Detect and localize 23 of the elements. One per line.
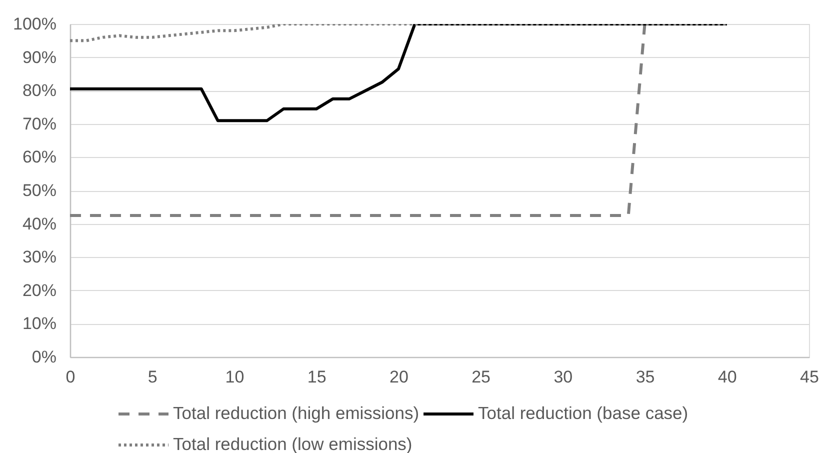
y-tick-label: 10%: [22, 314, 56, 334]
x-tick-label: 5: [148, 368, 158, 386]
x-tick-label: 35: [636, 368, 655, 386]
x-tick-label: 40: [718, 368, 737, 386]
y-tick-label: 70%: [22, 114, 56, 134]
x-tick-label: 20: [389, 368, 408, 386]
y-tick-label: 100%: [13, 14, 56, 34]
x-tick-label: 15: [307, 368, 326, 386]
x-tick-label: 25: [472, 368, 491, 386]
y-tick-label: 60%: [22, 148, 56, 167]
y-tick-label: 20%: [22, 280, 56, 300]
legend-label: Total reduction (high emissions): [173, 403, 420, 423]
x-tick-label: 0: [66, 368, 76, 386]
y-tick-label: 30%: [22, 248, 56, 267]
x-tick-label: 30: [554, 368, 573, 386]
legend-label: Total reduction (base case): [478, 403, 688, 423]
y-tick-label: 90%: [22, 48, 56, 67]
y-tick-label: 0%: [32, 348, 56, 366]
y-tick-label: 80%: [22, 81, 56, 100]
y-tick-label: 50%: [22, 181, 56, 200]
x-tick-label: 45: [800, 368, 819, 386]
y-tick-label: 40%: [22, 214, 56, 234]
x-tick-label: 10: [225, 368, 244, 386]
